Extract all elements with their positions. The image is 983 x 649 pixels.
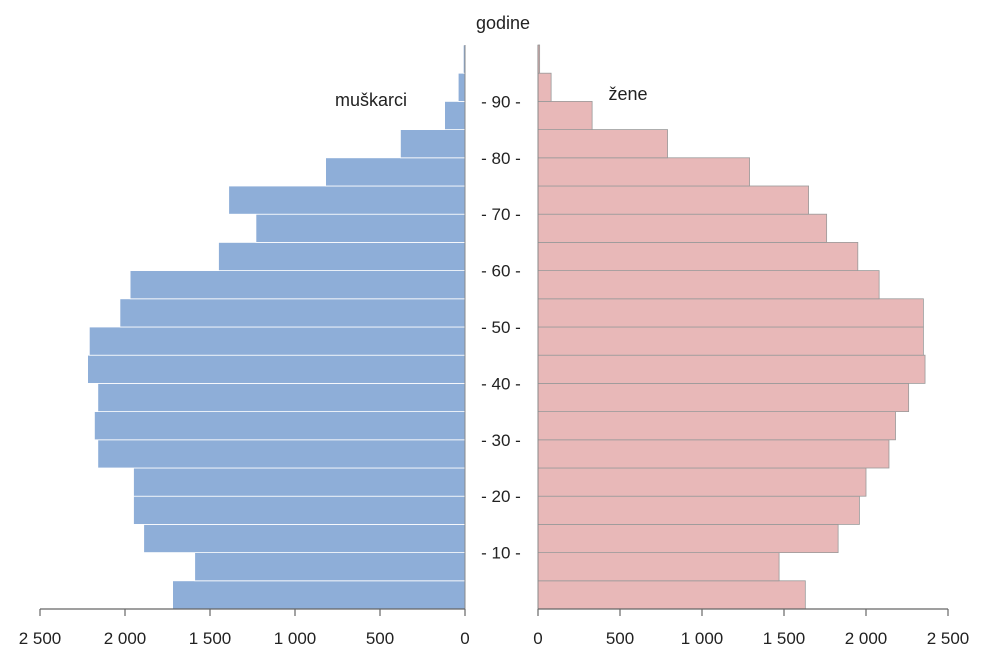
male-bar-70-74 (228, 185, 466, 215)
male-bar-50-54 (119, 298, 466, 328)
female-bar-35-39 (537, 382, 910, 412)
female-bar-75-79 (537, 157, 750, 187)
female-bar-80-84 (537, 129, 668, 159)
male-bar-5-9 (194, 552, 466, 582)
male-bar-10-14 (143, 524, 466, 554)
age-tick-label: - 10 - (481, 544, 521, 563)
male-x-tick-label: 0 (460, 629, 469, 648)
female-bar-40-44 (537, 354, 926, 384)
female-bar-85-89 (537, 101, 593, 131)
age-tick-label: - 50 - (481, 318, 521, 337)
male-x-tick-label: 500 (366, 629, 394, 648)
female-x-tick-label: 2 500 (927, 629, 970, 648)
male-bar-45-49 (88, 326, 466, 356)
male-bars (87, 44, 466, 610)
male-bar-25-29 (97, 439, 466, 469)
male-bar-60-64 (218, 241, 466, 271)
male-bar-20-24 (133, 467, 466, 497)
male-x-tick-label: 1 500 (189, 629, 232, 648)
female-bar-70-74 (537, 185, 810, 215)
female-bar-5-9 (537, 552, 780, 582)
age-tick-label: - 60 - (481, 262, 521, 281)
age-tick-label: - 80 - (481, 149, 521, 168)
female-bar-20-24 (537, 467, 867, 497)
female-bar-65-69 (537, 213, 828, 243)
female-x-tick-label: 500 (606, 629, 634, 648)
legend-male-label: muškarci (335, 90, 407, 110)
male-bar-55-59 (129, 270, 466, 300)
male-bar-80-84 (399, 129, 466, 159)
female-bar-25-29 (537, 439, 890, 469)
axes: 2 500 2 500 2 000 2 000 1 500 1 500 1 000 1 000… (19, 45, 970, 648)
male-bar-40-44 (87, 354, 466, 384)
male-x-tick-label: 1 000 (274, 629, 317, 648)
male-bar-85-89 (444, 101, 466, 131)
age-tick-label: - 90 - (481, 92, 521, 111)
age-tick-label: - 30 - (481, 431, 521, 450)
age-tick-label: - 40 - (481, 374, 521, 393)
male-bar-35-39 (97, 382, 466, 412)
female-bar-15-19 (537, 495, 860, 525)
male-bar-0-4 (172, 580, 466, 610)
male-bar-75-79 (325, 157, 466, 187)
female-x-tick-label: 0 (533, 629, 542, 648)
male-bar-90-94 (457, 72, 466, 102)
female-bar-60-64 (537, 241, 859, 271)
male-x-tick-label: 2 500 (19, 629, 62, 648)
y-axis-title: godine (476, 13, 530, 33)
female-bar-10-14 (537, 524, 839, 554)
female-x-tick-label: 2 000 (845, 629, 888, 648)
female-bar-90-94 (537, 72, 552, 102)
male-bar-65-69 (255, 213, 466, 243)
male-x-tick-label: 2 000 (104, 629, 147, 648)
age-tick-label: - 20 - (481, 487, 521, 506)
legend-female-label: žene (608, 84, 647, 104)
age-tick-label: - 70 - (481, 205, 521, 224)
female-x-tick-label: 1 500 (763, 629, 806, 648)
age-tick-labels: - 10 - - 20 - - 30 - - 40 - - 50 - - 60 - - 70… (481, 92, 521, 562)
female-bar-0-4 (537, 580, 806, 610)
female-bar-45-49 (537, 326, 924, 356)
female-bar-50-54 (537, 298, 924, 328)
male-bar-15-19 (133, 495, 466, 525)
female-bars (537, 44, 926, 610)
female-bar-30-34 (537, 411, 896, 441)
female-x-tick-label: 1 000 (681, 629, 724, 648)
female-bar-55-59 (537, 270, 880, 300)
male-bar-30-34 (94, 411, 466, 441)
